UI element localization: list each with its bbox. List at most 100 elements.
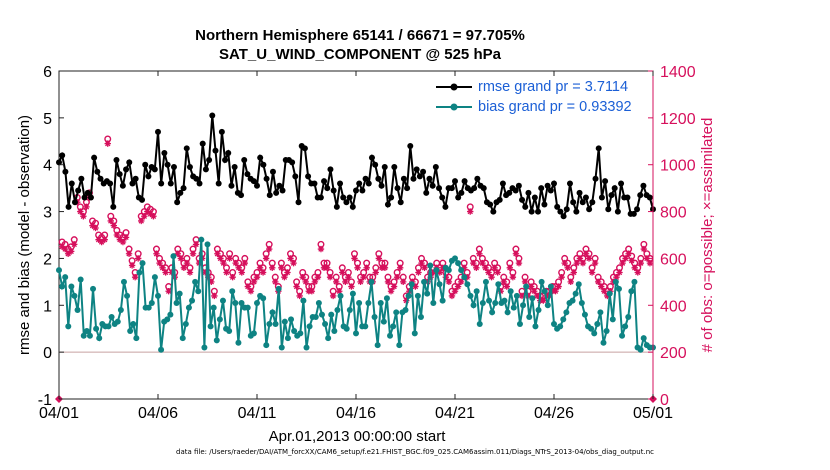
rmse-point — [554, 203, 561, 210]
rmse-point — [512, 187, 519, 194]
obs-assimilated-point — [564, 264, 571, 271]
bias-point — [455, 260, 462, 267]
obs-assimilated-point — [80, 213, 87, 220]
rmse-point — [244, 171, 251, 178]
bias-point — [640, 335, 647, 342]
bias-point — [207, 323, 214, 330]
obs-assimilated-point — [588, 269, 596, 276]
obs-assimilated-point — [202, 269, 209, 276]
rmse-point — [116, 171, 123, 178]
bias-point — [486, 297, 493, 304]
bias-point — [541, 288, 548, 295]
obs-assimilated-point — [329, 292, 337, 300]
bias-point — [560, 316, 567, 323]
rmse-point — [311, 180, 318, 187]
rmse-point — [356, 180, 363, 187]
x-tick-label: 04/16 — [336, 405, 376, 422]
rmse-point — [94, 168, 101, 175]
obs-assimilated-point — [284, 269, 291, 276]
obs-assimilated-point — [262, 255, 270, 262]
obs-assimilated-point — [339, 269, 346, 276]
bias-point — [201, 344, 208, 351]
bias-point — [278, 344, 285, 351]
obs-assimilated-point — [518, 292, 526, 300]
obs-assimilated-point — [153, 250, 160, 257]
bias-point — [300, 297, 307, 304]
rmse-point — [570, 199, 577, 206]
bias-point — [606, 290, 613, 297]
bias-point — [59, 283, 66, 290]
rmse-point — [378, 182, 385, 189]
obs-assimilated-point — [634, 269, 641, 276]
rmse-point — [183, 145, 190, 152]
bias-point — [145, 304, 152, 311]
obs-assimilated-point — [531, 288, 538, 295]
obs-assimilated-point — [232, 259, 239, 267]
rmse-point — [324, 185, 331, 192]
bias-point — [343, 325, 350, 332]
obs-assimilated-point — [598, 283, 605, 290]
legend-item-bias: bias grand pr = 0.93392 — [430, 97, 642, 117]
bias-point — [105, 323, 112, 330]
rmse-point — [420, 168, 427, 175]
obs-assimilated-point — [460, 264, 468, 271]
bias-point — [575, 281, 582, 288]
bias-point — [547, 283, 554, 290]
obs-assimilated-point — [400, 278, 407, 286]
obs-assimilated-point — [131, 273, 139, 281]
bias-point — [615, 285, 622, 292]
obs-assimilated-point — [217, 255, 224, 262]
rmse-point — [206, 157, 213, 164]
obs-assimilated-point — [561, 259, 568, 267]
rmse-point — [611, 185, 618, 192]
rmse-point — [84, 189, 91, 196]
rmse-point — [359, 187, 366, 194]
bias-point — [476, 321, 483, 328]
rmse-point — [110, 203, 117, 210]
legend-label-rmse: rmse grand pr = 3.7114 — [478, 79, 629, 95]
bias-point — [176, 290, 183, 297]
rmse-point — [164, 161, 171, 168]
bias-point — [164, 316, 171, 323]
rmse-point — [388, 194, 395, 201]
obs-assimilated-point — [643, 255, 651, 262]
y-left-tick-label: 0 — [43, 345, 52, 362]
bias-point — [507, 288, 514, 295]
obs-assimilated-point — [604, 292, 611, 300]
rmse-point — [139, 196, 146, 203]
rmse-point — [71, 199, 78, 206]
bias-point — [516, 321, 523, 328]
bias-point — [117, 306, 124, 313]
obs-assimilated-point — [448, 292, 456, 300]
obs-assimilated-point — [326, 273, 334, 281]
bias-point — [612, 278, 619, 285]
rmse-point — [196, 180, 203, 187]
legend-item-rmse: rmse grand pr = 3.7114 — [430, 77, 642, 97]
rmse-point — [305, 173, 312, 180]
obs-assimilated-point — [180, 264, 188, 271]
y-axis-label-left: rmse and bias (model - observation) — [16, 115, 33, 355]
obs-assimilated-point — [457, 278, 465, 286]
rmse-point — [455, 194, 462, 201]
obs-assimilated-point — [360, 273, 367, 281]
rmse-point — [637, 192, 644, 199]
bias-point — [216, 316, 223, 323]
bias-point — [430, 299, 437, 306]
bias-point — [625, 314, 632, 320]
bias-point — [303, 344, 310, 351]
bias-point — [226, 328, 233, 335]
bias-point — [86, 332, 93, 339]
obs-assimilated-point — [135, 255, 142, 262]
rmse-point — [209, 112, 216, 119]
obs-assimilated-point — [253, 273, 261, 281]
obs-assimilated-point — [390, 283, 398, 290]
obs-assimilated-point — [503, 283, 510, 290]
obs-assimilated-point — [311, 278, 319, 286]
bias-point — [504, 309, 511, 316]
bias-point — [538, 278, 545, 285]
rmse-point — [151, 166, 158, 173]
y-left-tick-label: 4 — [43, 158, 52, 175]
bias-point — [189, 297, 196, 304]
obs-assimilated-point — [601, 288, 608, 295]
obs-assimilated-point — [296, 292, 303, 300]
